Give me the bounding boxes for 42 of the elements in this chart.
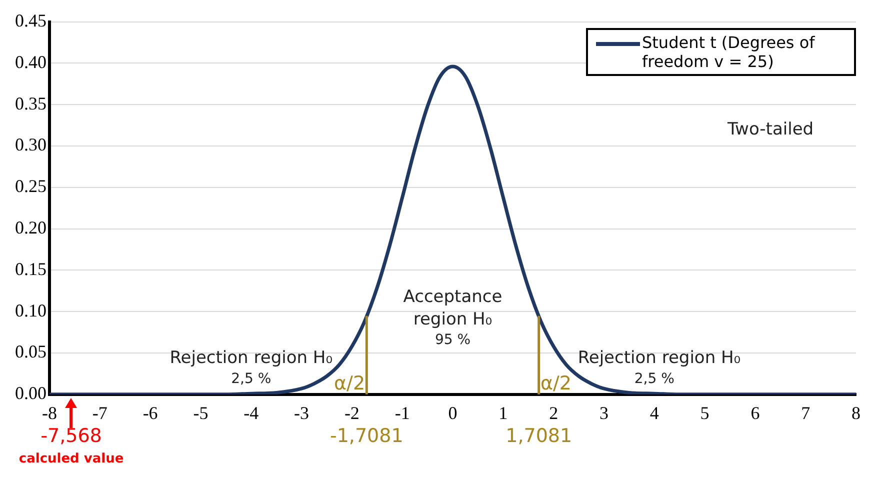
x-tick-label: -6 bbox=[142, 402, 158, 423]
x-tick-label: 1 bbox=[498, 402, 508, 423]
annotation: Rejection region H₀ bbox=[170, 348, 333, 368]
y-tick-label: 0.20 bbox=[15, 218, 46, 238]
annotation: 2,5 % bbox=[231, 371, 272, 388]
annotation: Two-tailed bbox=[726, 119, 814, 140]
x-tick-label: -5 bbox=[193, 402, 208, 423]
y-tick-label: 0.45 bbox=[15, 10, 46, 31]
x-tick-label: -4 bbox=[244, 402, 259, 423]
x-tick-label: -8 bbox=[42, 402, 57, 423]
y-tick-label: 0.30 bbox=[15, 134, 46, 155]
x-tick-label: 6 bbox=[750, 402, 760, 423]
x-tick-label: 0 bbox=[448, 402, 458, 423]
annotation: Rejection region H₀ bbox=[578, 348, 741, 368]
annotation: α/2 bbox=[334, 372, 366, 394]
y-tick-label: 0.15 bbox=[15, 258, 46, 279]
x-tick-label: -1 bbox=[394, 402, 410, 423]
annotation: 95 % bbox=[434, 332, 471, 348]
y-tick-label: 0.10 bbox=[15, 300, 46, 320]
y-tick-label: 0.05 bbox=[15, 342, 46, 362]
ref-line-label: -1,7081 bbox=[330, 424, 404, 447]
x-tick-label: 4 bbox=[650, 402, 659, 423]
annotation: region H₀ bbox=[413, 309, 492, 330]
x-tick-label: 7 bbox=[801, 402, 810, 423]
y-tick-label: 0.25 bbox=[15, 176, 46, 196]
ref-line-label: 1,7081 bbox=[506, 424, 572, 447]
annotation: 2,5 % bbox=[634, 371, 674, 388]
x-tick-label: -3 bbox=[294, 402, 310, 423]
x-tick-label: -2 bbox=[344, 402, 360, 423]
x-tick-label: -7 bbox=[92, 402, 108, 423]
legend-label: Student t (Degrees of freedom v = 25) bbox=[642, 32, 816, 71]
x-tick-label: 8 bbox=[852, 402, 860, 423]
x-tick-label: 3 bbox=[599, 402, 608, 423]
x-tick-label: 2 bbox=[549, 402, 558, 423]
annotation: Acceptance bbox=[403, 286, 502, 307]
y-tick-label: 0.35 bbox=[15, 93, 46, 114]
x-tick-label: 5 bbox=[700, 402, 710, 423]
annotation: α/2 bbox=[540, 372, 572, 394]
annotation: -7,568 bbox=[40, 424, 102, 447]
y-tick-label: 0.00 bbox=[15, 383, 46, 404]
text: calculed value bbox=[18, 451, 124, 466]
y-tick-label: 0.40 bbox=[15, 52, 46, 72]
